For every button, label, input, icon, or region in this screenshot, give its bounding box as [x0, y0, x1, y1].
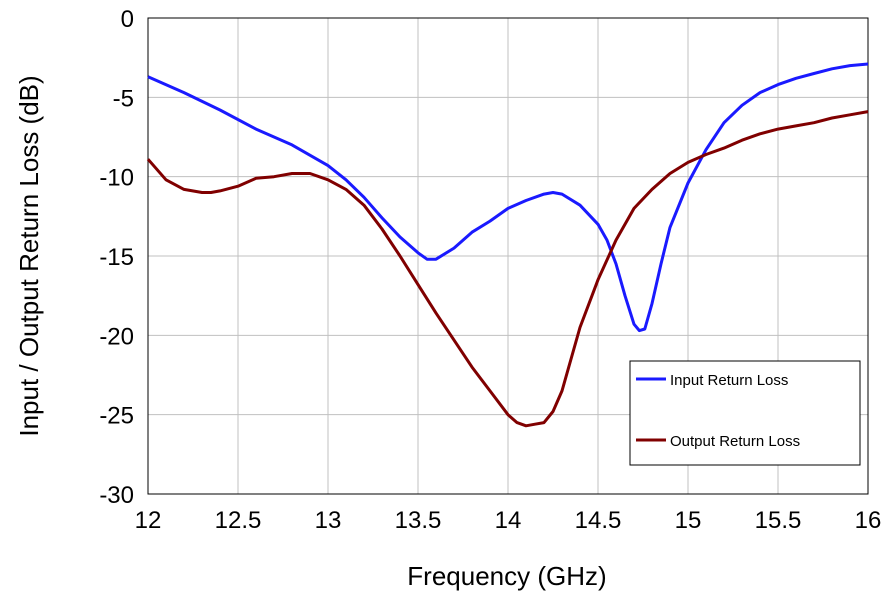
series-line-output-return-loss [146, 110, 869, 428]
x-tick-label: 15.5 [755, 507, 802, 534]
legend-label-input: Input Return Loss [670, 372, 788, 389]
x-tick-label: 15 [675, 507, 702, 534]
x-axis-title: Frequency (GHz) [407, 561, 606, 591]
legend-label-output: Output Return Loss [670, 433, 800, 450]
legend-box [629, 360, 861, 466]
x-tick-label: 12.5 [215, 507, 262, 534]
x-tick-label: 12 [135, 507, 162, 534]
x-tick-label: 14.5 [575, 507, 622, 534]
x-axis-ticks: 12 12.5 13 13.5 14 14.5 15 15.5 16 [135, 507, 882, 534]
y-axis-title: Input / Output Return Loss (dB) [14, 75, 44, 436]
grid-lines [148, 18, 868, 494]
series-line-input-return-loss [147, 62, 869, 333]
y-tick-label: -10 [99, 165, 134, 192]
y-axis-ticks: 0 -5 -10 -15 -20 -25 -30 [99, 6, 134, 509]
x-tick-label: 14 [495, 507, 522, 534]
y-tick-label: -15 [99, 244, 134, 271]
x-tick-label: 13 [315, 507, 342, 534]
y-tick-label: 0 [121, 6, 134, 33]
y-tick-label: -25 [99, 403, 134, 430]
y-tick-label: -20 [99, 323, 134, 350]
y-tick-label: -30 [99, 482, 134, 509]
y-tick-label: -5 [113, 85, 134, 112]
legend: Input Return Loss Output Return Loss [629, 360, 861, 466]
x-tick-label: 16 [855, 507, 882, 534]
plot-area [147, 17, 869, 495]
x-tick-label: 13.5 [395, 507, 442, 534]
series-lines [146, 62, 869, 428]
